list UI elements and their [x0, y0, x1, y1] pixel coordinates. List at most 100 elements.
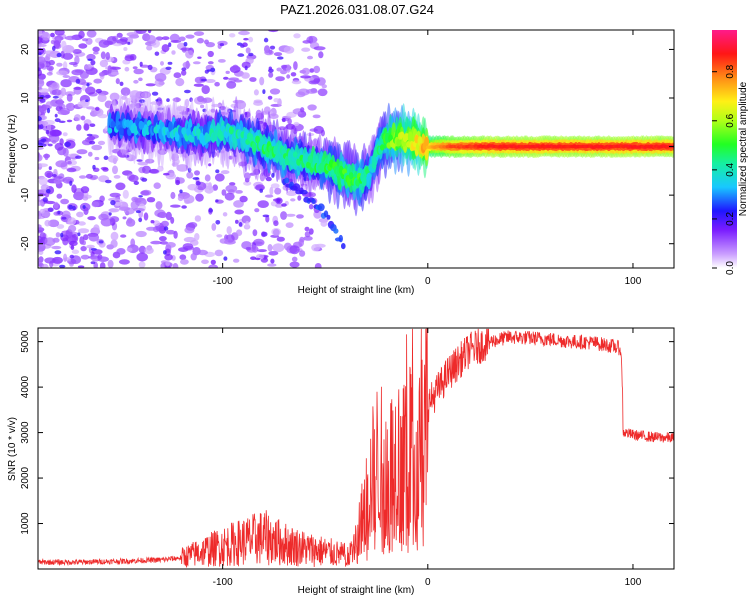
spectrogram-noise-blob [161, 44, 170, 53]
spectrogram-noise-blob [273, 52, 283, 57]
spectrogram-noise-blob [194, 215, 202, 222]
spectrogram-noise-blob [317, 88, 328, 97]
spectrogram-noise-blob [102, 167, 109, 172]
spectrogram-branch-cell [284, 177, 290, 184]
spectrogram-noise-blob [193, 83, 204, 87]
spectrogram-noise-blob [66, 167, 77, 173]
colorbar-tick-label: 0.4 [725, 162, 736, 176]
spectrogram-noise-blob [321, 84, 327, 89]
spectrogram-noise-blob [220, 170, 230, 175]
snr-y-tick-label: 1000 [20, 512, 31, 535]
spectrogram-noise-speck [269, 45, 276, 50]
spectrogram-noise-speck [150, 220, 155, 224]
spectrogram-noise-speck [165, 66, 172, 71]
spectrogram-noise-blob [38, 235, 43, 244]
spectrogram-noise-blob [60, 198, 69, 205]
spectrogram-noise-blob [313, 125, 324, 134]
spectrogram-noise-blob [268, 30, 279, 33]
spectrogram-noise-blob [109, 216, 120, 223]
spectrogram-noise-blob [91, 144, 103, 151]
spectrogram-noise-blob [112, 43, 123, 47]
spectrogram-noise-blob [152, 220, 161, 227]
spectrogram-noise-blob [195, 193, 204, 202]
spectrogram-noise-blob [80, 254, 90, 260]
spectrogram-noise-blob [138, 77, 143, 82]
spectrogram-noise-speck [168, 42, 172, 47]
spectrogram-noise-blob [150, 240, 163, 245]
spectrogram-noise-blob [38, 224, 42, 229]
spectrogram-noise-blob [83, 234, 89, 241]
snr-panel: -100 0 100 1000 2000 3000 4000 5000 Height of s… [7, 327, 675, 596]
spectrogram-branch-cell [333, 228, 339, 234]
spectrogram-noise-blob [112, 165, 118, 175]
spectrogram-noise-blob [186, 171, 194, 179]
spectrogram-noise-blob [53, 201, 59, 209]
spectrogram-noise-blob [86, 244, 95, 249]
spectrogram-noise-blob [187, 183, 198, 191]
spectrogram-noise-speck [39, 124, 44, 130]
spectrogram-noise-blob [301, 67, 310, 76]
spectrogram-noise-speck [262, 89, 266, 94]
spectrogram-noise-blob [98, 39, 110, 48]
spectrogram-noise-blob [38, 146, 44, 150]
spectrogram-noise-blob [291, 80, 302, 85]
spectrogram-noise-blob [272, 228, 280, 236]
spectrogram-noise-speck [48, 166, 52, 171]
spectrogram-noise-blob [130, 200, 139, 210]
spectrogram-marks [38, 30, 674, 268]
spectrogram-noise-blob [285, 213, 296, 217]
snr-x-tick-label: 0 [425, 577, 431, 588]
spectrogram-noise-blob [44, 219, 51, 227]
spectrogram-noise-blob [312, 114, 321, 119]
spectrogram-noise-blob [205, 79, 216, 83]
spectrogram-noise-blob [313, 46, 326, 51]
spectrogram-branch-cell [341, 243, 346, 250]
spectrogram-noise-speck [208, 208, 213, 213]
snr-x-tick-label: 100 [625, 577, 642, 588]
spectrogram-noise-blob [38, 30, 43, 37]
spectrogram-noise-blob [38, 243, 46, 247]
spectrogram-noise-blob [38, 260, 43, 267]
spectrogram-noise-speck [105, 179, 112, 184]
spectrogram-noise-blob [138, 245, 147, 254]
spectrogram-noise-blob [41, 31, 51, 41]
spectrogram-noise-blob [164, 254, 173, 261]
spectrogram-noise-blob [98, 213, 109, 221]
spectrogram-noise-blob [69, 240, 78, 246]
spectrogram-noise-blob [38, 111, 42, 116]
spectrogram-noise-blob [110, 231, 119, 241]
spectrogram-noise-blob [253, 100, 264, 106]
spectrogram-noise-blob [232, 64, 239, 71]
spectrogram-noise-blob [181, 70, 187, 76]
spectrogram-noise-blob [264, 194, 274, 198]
spectrogram-track-cell [366, 172, 372, 180]
spectrogram-noise-blob [241, 72, 250, 79]
spectrogram-noise-blob [76, 211, 84, 218]
spectrogram-noise-blob [99, 59, 109, 68]
spectrogram-track-cell [242, 137, 247, 148]
spectrogram-noise-blob [264, 49, 274, 56]
spectrogram-noise-blob [82, 196, 89, 201]
spectrogram-noise-blob [55, 232, 61, 238]
spectrogram-noise-blob [255, 184, 265, 191]
spectrogram-noise-speck [138, 195, 143, 198]
spectrogram-noise-blob [80, 186, 90, 194]
spectrogram-noise-blob [245, 246, 251, 251]
spectrogram-noise-speck [119, 81, 124, 87]
spectrogram-noise-blob [214, 249, 224, 257]
spectrogram-noise-blob [241, 215, 251, 224]
spectrogram-noise-blob [80, 81, 93, 86]
spectrogram-noise-blob [190, 253, 197, 261]
colorbar: 0.0 0.2 0.4 0.6 0.8 Normalized spectral ampl… [712, 30, 749, 275]
spectrogram-noise-blob [226, 226, 232, 235]
spectrogram-noise-speck [82, 205, 86, 209]
snr-frame [37, 327, 675, 570]
spectrogram-noise-blob [241, 61, 251, 69]
spectrogram-noise-blob [272, 243, 285, 253]
spectrogram-noise-blob [46, 65, 54, 71]
spectrogram-noise-blob [182, 61, 191, 69]
spectrogram-noise-speck [54, 250, 62, 255]
spectrogram-noise-speck [166, 98, 170, 102]
spectrogram-noise-blob [63, 253, 68, 262]
snr-series-line [38, 328, 674, 568]
